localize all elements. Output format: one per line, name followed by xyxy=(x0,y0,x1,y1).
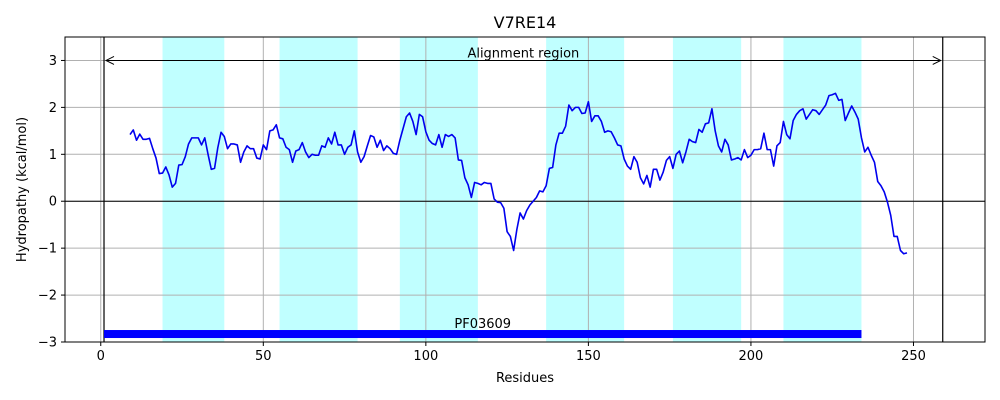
x-axis-label: Residues xyxy=(496,371,554,386)
band-6 xyxy=(783,37,862,342)
chart-title: V7RE14 xyxy=(494,13,557,32)
annotation-layer: Alignment region xyxy=(104,46,942,65)
y-tick-label-5: 2 xyxy=(49,101,57,116)
alignment-arrow-left xyxy=(104,56,115,65)
y-tick-label-0: −3 xyxy=(38,336,57,351)
series-layer xyxy=(129,92,908,255)
alignment-region-label: Alignment region xyxy=(467,46,579,61)
alignment-arrow-right xyxy=(932,56,942,65)
domain-label: PF03609 xyxy=(454,317,511,332)
band-3 xyxy=(399,37,478,342)
hydrophobic-bands xyxy=(162,37,862,342)
y-tick-label-1: −2 xyxy=(38,289,57,304)
band-2 xyxy=(279,37,358,342)
domain-bar xyxy=(104,330,862,339)
domain-layer: PF03609 xyxy=(104,317,862,339)
tick-layer: 0 50 100 150 200 250 −3 −2 −1 0 1 2 3 xyxy=(38,54,926,364)
band-4 xyxy=(546,37,625,342)
x-tick-label-1: 50 xyxy=(255,349,272,364)
band-5 xyxy=(672,37,742,342)
x-tick-label-0: 0 xyxy=(97,349,105,364)
y-axis-label: Hydropathy (kcal/mol) xyxy=(15,117,30,262)
reference-lines xyxy=(65,37,985,342)
x-tick-label-3: 150 xyxy=(576,349,601,364)
y-tick-label-6: 3 xyxy=(49,54,57,69)
hydropathy-line-1 xyxy=(129,92,908,255)
y-tick-label-3: 0 xyxy=(49,195,57,210)
x-tick-label-5: 250 xyxy=(901,349,926,364)
y-tick-label-4: 1 xyxy=(49,148,57,163)
x-tick-label-4: 200 xyxy=(739,349,764,364)
x-tick-label-2: 100 xyxy=(413,349,438,364)
band-1 xyxy=(162,37,225,342)
plot-frame xyxy=(64,36,986,343)
y-tick-label-2: −1 xyxy=(38,242,57,257)
